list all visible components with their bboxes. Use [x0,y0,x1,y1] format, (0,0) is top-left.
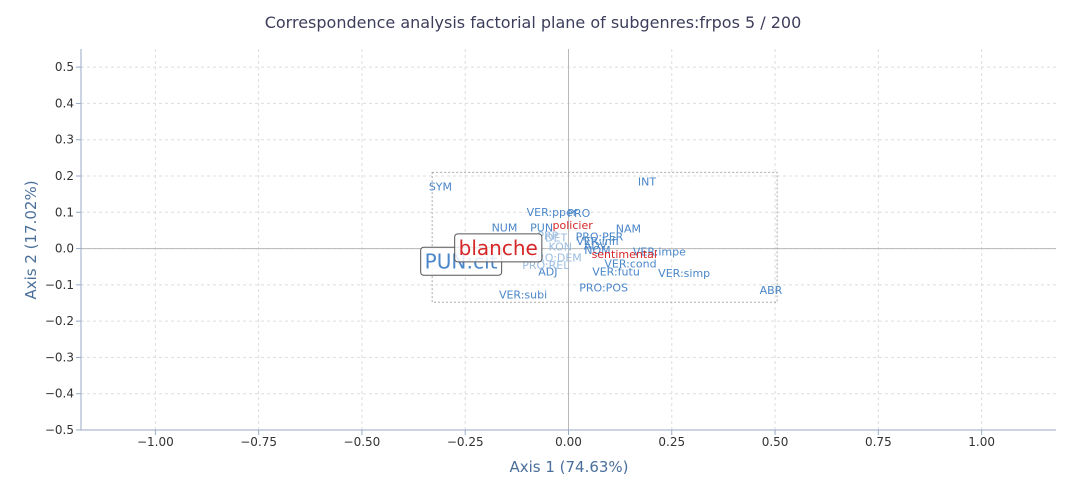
y-tick-label: 0.4 [55,96,74,110]
pos-label-det: DET [545,232,567,245]
pos-label-pro: PRO [567,207,590,220]
pos-label-pro-dem: PRO:DEM [530,251,581,264]
pos-label-kon: KON [548,241,572,254]
y-tick-label: 0.0 [55,242,74,256]
x-tick-label: 1.00 [968,435,995,449]
pos-label-pro-pos: PRO:POS [579,282,628,295]
zoom-box [431,171,778,303]
pos-label-pun: PUN [530,222,553,235]
x-tick-label: 0.50 [762,435,789,449]
pos-label-abr: ABR [760,284,783,297]
y-tick-label: 0.3 [55,133,74,147]
x-tick-label: −0.75 [240,435,277,449]
pos-label-nam: NAM [616,222,641,235]
pos-label-nom: NOM [584,244,610,257]
x-tick-label: 0.00 [555,435,582,449]
pos-label-ver-subi: VER:subi [499,289,547,302]
pos-label-sym: SYM [429,181,452,194]
y-tick-label: −0.5 [45,423,74,437]
pos-label-ver-infi: VER:infi [576,235,618,248]
y-tick-label: 0.1 [55,205,74,219]
pos-label-int: INT [638,175,656,188]
pos-label-ver-simp: VER:simp [658,267,710,280]
pos-label-prp: PRP [537,230,558,243]
subgenre-label-blanche: blanche [459,236,538,260]
zero-lines [81,49,1056,430]
axes: −1.00 −0.75 −0.50 −0.25 0.00 0.25 0.50 0.75 1.00… [45,49,1056,449]
x-axis-title: Axis 1 (74.63%) [509,458,628,476]
subgenre-label-policier: policier [553,219,594,232]
chart-title: Correspondence analysis factorial plane … [264,13,802,32]
y-tick-label: −0.4 [45,387,74,401]
y-tick-label: −0.2 [45,314,74,328]
y-tick-label: 0.5 [55,60,74,74]
x-tick-label: −0.25 [447,435,484,449]
x-tick-label: −1.00 [137,435,174,449]
y-tick-label: 0.2 [55,169,74,183]
pos-label-pro-per: PRO:PER [576,230,624,243]
pos-label-ver-pper: VER:pper [527,206,578,219]
subgenre-label-blanche-box [454,233,543,263]
pos-label-ver-futu: VER:futu [592,266,640,279]
x-tick-label: 0.25 [658,435,685,449]
subgenre-label-sentimental: sentimental [592,248,657,261]
pos-label-num: NUM [492,222,518,235]
pos-label-adv: ADV [584,240,608,253]
y-tick-label: −0.1 [45,278,74,292]
zoom-rectangle [431,171,778,303]
pos-label-adj: ADJ [538,265,557,278]
pos-label-ver-cond: VER:cond [604,258,656,271]
pos-label-ver-impe: VER:impe [633,245,686,258]
x-tick-label: 0.75 [865,435,892,449]
x-tick-label: −0.50 [344,435,381,449]
y-tick-label: −0.3 [45,350,74,364]
y-axis-title: Axis 2 (17.02%) [22,180,40,299]
